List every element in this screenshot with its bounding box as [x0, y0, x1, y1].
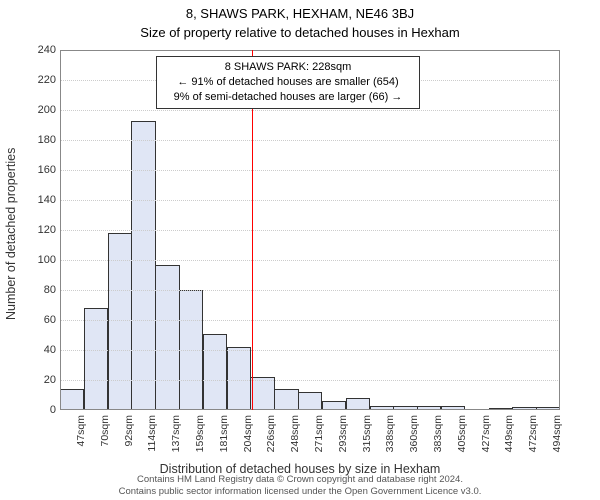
- figure-caption: Contains HM Land Registry data © Crown c…: [0, 474, 600, 498]
- ytick-label: 0: [16, 404, 56, 416]
- header: 8, SHAWS PARK, HEXHAM, NE46 3BJ Size of …: [0, 0, 600, 40]
- infobox-line-3: 9% of semi-detached houses are larger (6…: [163, 90, 413, 105]
- infobox-line-1: 8 SHAWS PARK: 228sqm: [163, 60, 413, 75]
- xtick-label: 159sqm: [194, 415, 206, 452]
- y-axis-label: Number of detached properties: [4, 148, 18, 320]
- ytick-label: 80: [16, 284, 56, 296]
- xtick-label: 181sqm: [218, 415, 230, 452]
- xtick-label: 248sqm: [289, 415, 301, 452]
- plot-area: 020406080100120140160180200220240 47sqm7…: [60, 50, 560, 410]
- caption-line-1: Contains HM Land Registry data © Crown c…: [0, 474, 600, 486]
- ytick-label: 140: [16, 194, 56, 206]
- xtick-label: 204sqm: [242, 415, 254, 452]
- ytick-label: 200: [16, 104, 56, 116]
- xtick-label: 315sqm: [361, 415, 373, 452]
- figure-container: 8, SHAWS PARK, HEXHAM, NE46 3BJ Size of …: [0, 0, 600, 500]
- xtick-label: 494sqm: [551, 415, 563, 452]
- ytick-label: 60: [16, 314, 56, 326]
- xtick-label: 360sqm: [408, 415, 420, 452]
- xtick-label: 70sqm: [99, 415, 111, 447]
- ytick-label: 20: [16, 374, 56, 386]
- xtick-label: 271sqm: [313, 415, 325, 452]
- caption-line-2: Contains public sector information licen…: [0, 486, 600, 498]
- ytick-label: 100: [16, 254, 56, 266]
- chart-title: Size of property relative to detached ho…: [0, 25, 600, 40]
- ytick-label: 240: [16, 44, 56, 56]
- xtick-label: 293sqm: [337, 415, 349, 452]
- xtick-label: 472sqm: [527, 415, 539, 452]
- xtick-label: 47sqm: [75, 415, 87, 447]
- ytick-label: 40: [16, 344, 56, 356]
- ytick-label: 160: [16, 164, 56, 176]
- xtick-label: 226sqm: [265, 415, 277, 452]
- address-line: 8, SHAWS PARK, HEXHAM, NE46 3BJ: [0, 6, 600, 21]
- infobox-line-2: ← 91% of detached houses are smaller (65…: [163, 75, 413, 90]
- xtick-label: 427sqm: [480, 415, 492, 452]
- xtick-label: 137sqm: [170, 415, 182, 452]
- xtick-label: 449sqm: [503, 415, 515, 452]
- xtick-label: 338sqm: [384, 415, 396, 452]
- xtick-label: 92sqm: [123, 415, 135, 447]
- xtick-label: 405sqm: [456, 415, 468, 452]
- ytick-label: 120: [16, 224, 56, 236]
- ytick-label: 220: [16, 74, 56, 86]
- marker-infobox: 8 SHAWS PARK: 228sqm ← 91% of detached h…: [156, 56, 420, 109]
- xtick-label: 114sqm: [146, 415, 158, 452]
- ytick-label: 180: [16, 134, 56, 146]
- xtick-label: 383sqm: [432, 415, 444, 452]
